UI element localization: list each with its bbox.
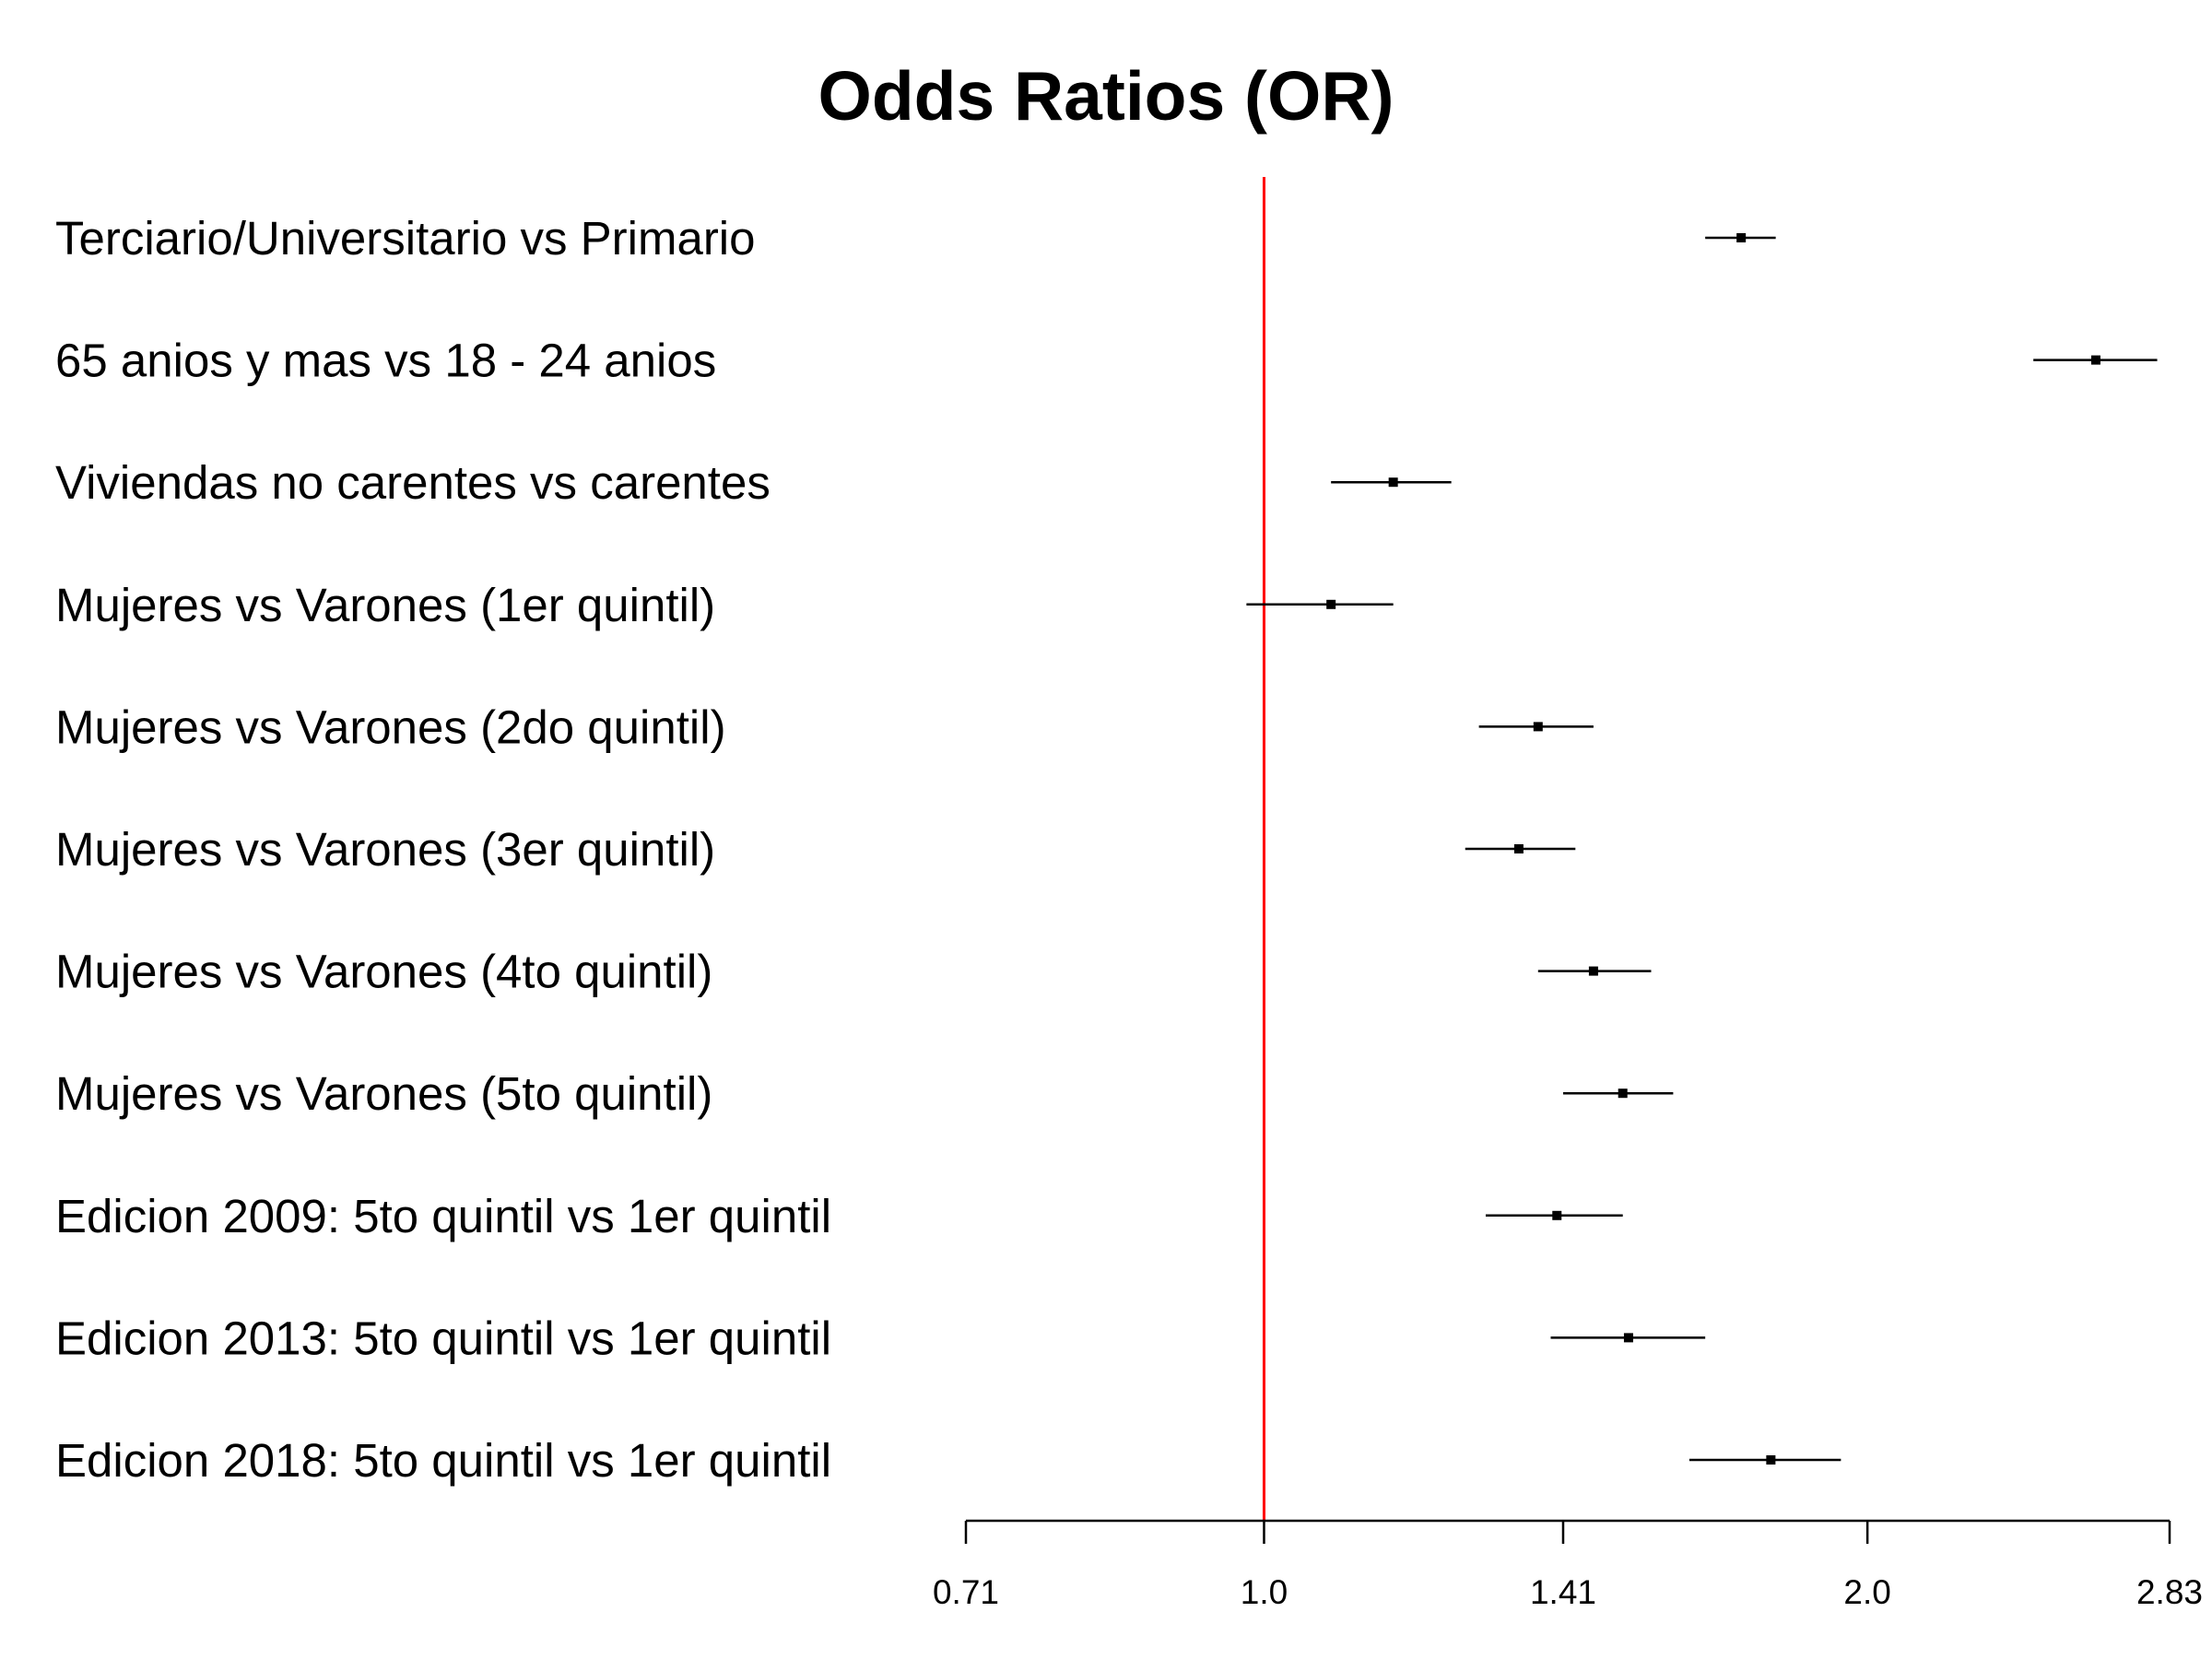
x-tick-label: 2.0 <box>1843 1573 1890 1611</box>
point-estimate <box>1326 599 1336 609</box>
point-estimate <box>2090 355 2100 365</box>
row-label: Edicion 2013: 5to quintil vs 1er quintil <box>55 1312 831 1364</box>
point-estimate <box>1588 966 1598 976</box>
row-label: Mujeres vs Varones (5to quintil) <box>55 1067 712 1120</box>
row-label: Mujeres vs Varones (1er quintil) <box>55 579 715 631</box>
x-tick-label: 1.0 <box>1241 1573 1288 1611</box>
row-label: 65 anios y mas vs 18 - 24 anios <box>55 335 716 387</box>
estimate-marks <box>1246 233 2158 1465</box>
row-label: Edicion 2009: 5to quintil vs 1er quintil <box>55 1190 831 1242</box>
x-axis: 0.71 1.0 1.41 2.0 2.83 <box>933 1519 2203 1611</box>
row-label: Mujeres vs Varones (3er quintil) <box>55 823 715 876</box>
point-estimate <box>1623 1333 1633 1343</box>
point-estimate <box>1388 477 1398 488</box>
x-tick-label: 2.83 <box>2136 1573 2203 1611</box>
x-tick-label: 1.41 <box>1530 1573 1596 1611</box>
chart-title: Odds Ratios (OR) <box>818 57 1394 135</box>
x-tick-label: 0.71 <box>933 1573 999 1611</box>
point-estimate <box>1552 1210 1562 1220</box>
point-estimate <box>1736 233 1747 242</box>
row-label: Mujeres vs Varones (4to quintil) <box>55 946 712 998</box>
point-estimate <box>1766 1455 1776 1465</box>
point-estimate <box>1533 722 1543 732</box>
row-label: Edicion 2018: 5to quintil vs 1er quintil <box>55 1434 831 1487</box>
row-labels: Terciario/Universitario vs Primario 65 an… <box>55 212 831 1487</box>
row-label: Viviendas no carentes vs carentes <box>55 456 771 509</box>
point-estimate <box>1513 844 1524 853</box>
row-label: Terciario/Universitario vs Primario <box>55 212 756 265</box>
row-label: Mujeres vs Varones (2do quintil) <box>55 700 726 753</box>
point-estimate <box>1618 1088 1628 1099</box>
